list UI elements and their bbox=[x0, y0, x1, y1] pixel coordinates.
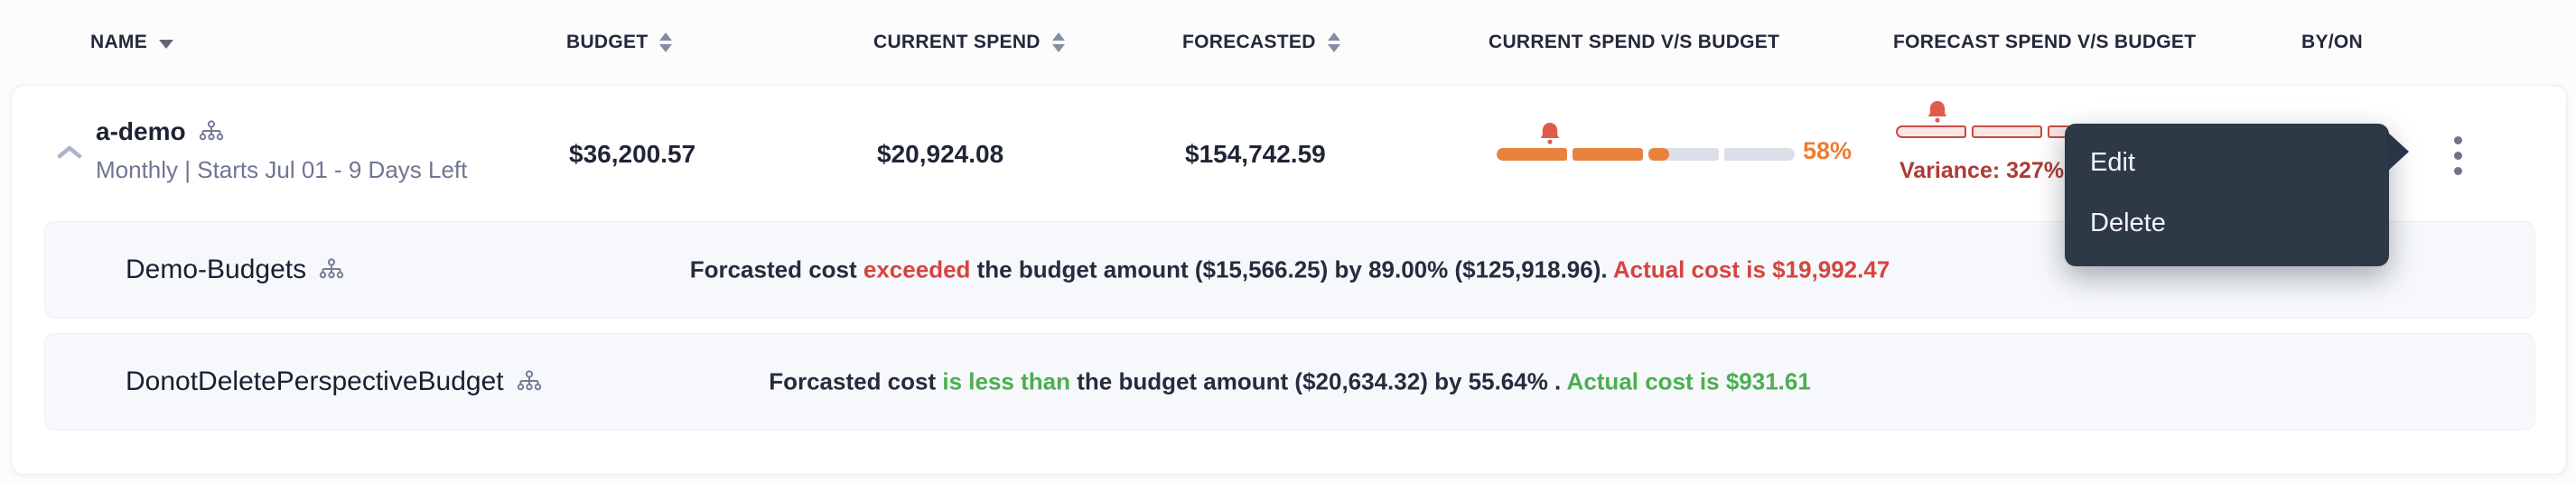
description-segment: is less than bbox=[942, 367, 1070, 395]
column-header-current-vs-budget-label: CURRENT SPEND V/S BUDGET bbox=[1489, 32, 1780, 52]
alert-bell-icon bbox=[1539, 122, 1561, 145]
description-segment: Actual cost is $19,992.47 bbox=[1612, 255, 1890, 283]
row-actions-kebab-button[interactable] bbox=[2438, 135, 2478, 175]
kebab-dot bbox=[2453, 135, 2462, 144]
column-header-current-spend-label: CURRENT SPEND bbox=[873, 32, 1041, 52]
column-header-forecast-vs-budget-label: FORECAST SPEND V/S BUDGET bbox=[1893, 32, 2197, 52]
kebab-dot bbox=[2453, 166, 2462, 175]
chevron-up-icon bbox=[57, 145, 82, 159]
column-header-budget[interactable]: BUDGET bbox=[566, 0, 673, 85]
kebab-dot bbox=[2453, 151, 2462, 160]
description-segment: Forcasted cost bbox=[769, 367, 943, 395]
current-vs-budget-cell bbox=[1497, 86, 1795, 221]
alert-bell-icon bbox=[1927, 100, 1948, 124]
forecasted-amount: $154,742.59 bbox=[1185, 140, 1326, 168]
hierarchy-icon[interactable] bbox=[517, 370, 542, 394]
column-header-current-vs-budget: CURRENT SPEND V/S BUDGET bbox=[1489, 0, 1779, 85]
budget-name: a-demo bbox=[96, 117, 186, 145]
column-header-forecast-vs-budget: FORECAST SPEND V/S BUDGET bbox=[1893, 0, 2196, 85]
column-header-by-on: BY/ON bbox=[2301, 0, 2363, 85]
description-segment: exceeded bbox=[863, 255, 971, 283]
sort-icon bbox=[1051, 32, 1065, 52]
sub-budget-name: Demo-Budgets bbox=[126, 255, 307, 284]
hierarchy-icon[interactable] bbox=[199, 120, 224, 144]
column-header-by-on-label: BY/ON bbox=[2301, 32, 2364, 52]
menu-item-delete[interactable]: Delete bbox=[2090, 209, 2166, 237]
menu-item-edit[interactable]: Edit bbox=[2090, 148, 2135, 177]
budget-amount: $36,200.57 bbox=[569, 140, 696, 168]
sort-desc-icon bbox=[159, 39, 174, 49]
description-segment: the budget amount ($15,566.25) by 89.00%… bbox=[970, 255, 1613, 283]
column-header-name-label: NAME bbox=[90, 32, 148, 52]
row-context-menu: Edit Delete bbox=[2065, 124, 2409, 266]
column-header-budget-label: BUDGET bbox=[566, 32, 649, 52]
sub-budget-description: Forcasted cost exceeded the budget amoun… bbox=[690, 256, 1890, 284]
current-spend-amount: $20,924.08 bbox=[877, 140, 1004, 168]
column-header-current-spend[interactable]: CURRENT SPEND bbox=[873, 0, 1065, 85]
column-header-forecasted[interactable]: FORECASTED bbox=[1182, 0, 1340, 85]
description-segment: the budget amount ($20,634.32) by 55.64%… bbox=[1069, 367, 1567, 395]
sort-icon bbox=[659, 32, 673, 52]
column-header-name[interactable]: NAME bbox=[90, 0, 174, 85]
hierarchy-icon[interactable] bbox=[319, 258, 344, 282]
sub-budget-name: DonotDeletePerspectiveBudget bbox=[126, 366, 504, 396]
description-segment: Actual cost is $931.61 bbox=[1566, 367, 1811, 395]
budget-schedule: Monthly | Starts Jul 01 - 9 Days Left bbox=[96, 156, 468, 183]
variance-label: Variance: 327% | bbox=[1899, 158, 2077, 183]
sub-budget-description: Forcasted cost is less than the budget a… bbox=[769, 368, 1811, 396]
current-vs-budget-bar bbox=[1497, 148, 1795, 161]
current-vs-budget-percent: 58% bbox=[1803, 137, 1853, 164]
sort-icon bbox=[1327, 32, 1340, 52]
column-header-forecasted-label: FORECASTED bbox=[1182, 32, 1316, 52]
description-segment: Forcasted cost bbox=[689, 255, 863, 283]
collapse-row-button[interactable] bbox=[51, 134, 88, 171]
budget-name-block: a-demo Monthly | Starts Jul 01 - 9 Days … bbox=[96, 116, 467, 183]
sub-budget-row: DonotDeletePerspectiveBudget Forcasted c… bbox=[44, 333, 2535, 431]
